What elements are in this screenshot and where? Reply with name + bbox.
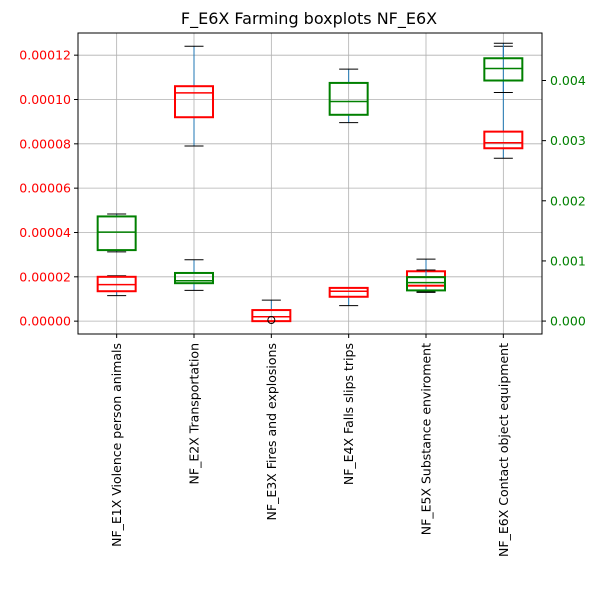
left-tick-label: 0.00010: [19, 92, 71, 107]
right-tick-label: 0.000: [550, 314, 586, 329]
left-tick-label: 0.00000: [19, 314, 71, 329]
x-tick-label: NF_E6X Contact object equipment: [496, 343, 511, 557]
plot-frame: [77, 32, 543, 335]
x-tick-label: NF_E2X Transportation: [187, 343, 202, 484]
left-tick-label: 0.00006: [19, 181, 71, 196]
left-tick-label: 0.00002: [19, 269, 71, 284]
right-tick-label: 0.002: [550, 193, 586, 208]
box-iqr: [328, 81, 369, 116]
box-iqr: [328, 286, 369, 298]
box-group: [174, 45, 214, 147]
box-group: [328, 286, 369, 307]
box-iqr: [251, 309, 292, 323]
box-iqr: [483, 130, 524, 150]
box-iqr: [174, 85, 214, 119]
right-tick-label: 0.004: [550, 73, 586, 88]
axis-layer: 0.00000 0.00002 0.00004 0.00006 0.00008 0.000…: [19, 32, 586, 557]
box-iqr: [406, 276, 446, 292]
grid-layer: [78, 33, 542, 334]
box-group: [96, 213, 137, 253]
box-group: [328, 68, 369, 124]
box-group: [483, 42, 524, 94]
flier-point: [267, 316, 276, 325]
box-layer: [96, 42, 524, 325]
left-tick-label: 0.00004: [19, 225, 71, 240]
x-tick-label: NF_E4X Falls slips trips: [341, 343, 356, 485]
left-tick-label: 0.00012: [19, 48, 71, 63]
chart-title: F_E6X Farming boxplots NF_E6X: [181, 9, 437, 29]
box-iqr: [483, 57, 524, 82]
x-tick-label: NF_E3X Fires and explosions: [264, 343, 279, 520]
box-group: [174, 259, 214, 291]
right-tick-label: 0.003: [550, 133, 586, 148]
box-iqr: [174, 271, 214, 285]
left-tick-label: 0.00008: [19, 136, 71, 151]
x-tick-label: NF_E1X Violence person animals: [109, 343, 124, 547]
x-tick-label: NF_E5X Substance enviroment: [419, 343, 434, 535]
box-group: [251, 299, 292, 325]
box-group: [406, 269, 446, 293]
box-iqr: [96, 215, 137, 252]
box-group: [96, 275, 137, 297]
right-tick-label: 0.001: [550, 253, 586, 268]
